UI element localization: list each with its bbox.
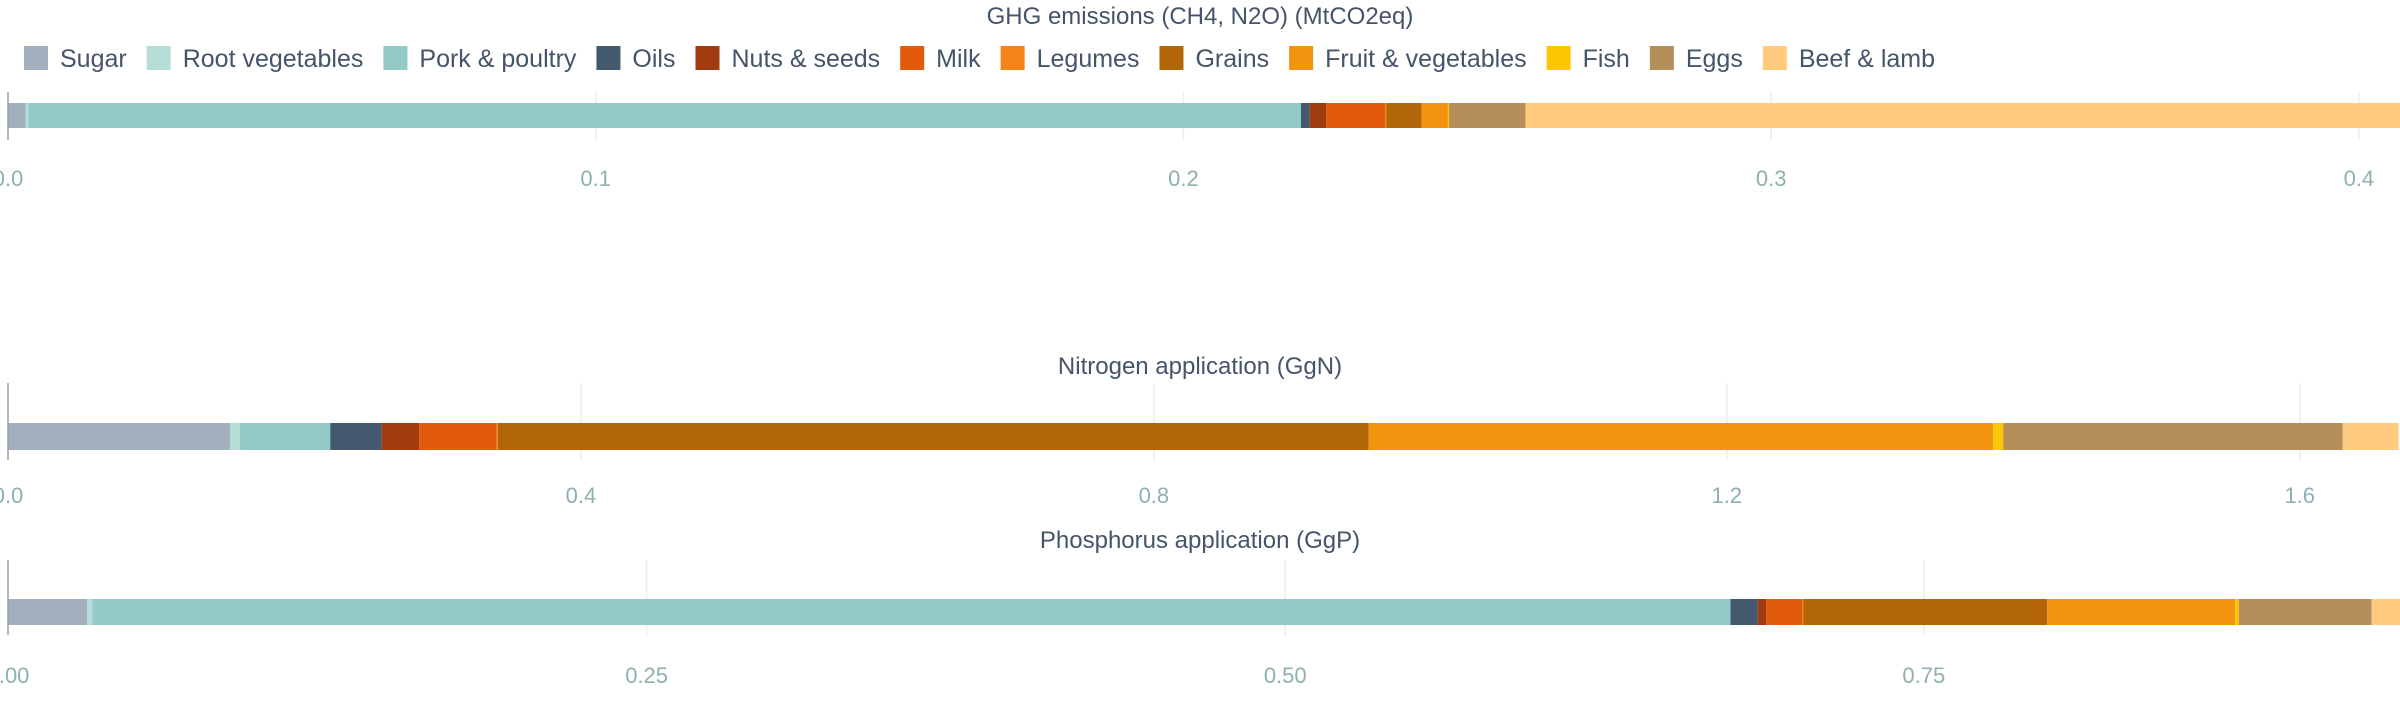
bar-segment-oils[interactable] bbox=[1300, 103, 1310, 128]
bar-segment-pork-and-poultry[interactable] bbox=[28, 103, 1301, 128]
legend-label: Fish bbox=[1583, 45, 1630, 73]
bar-segment-fruit-and-vegetables[interactable] bbox=[2047, 599, 2235, 625]
x-tick-label: 0.4 bbox=[2344, 166, 2375, 191]
legend-item-legumes[interactable]: Legumes bbox=[1000, 45, 1140, 73]
bar-segment-fish[interactable] bbox=[1993, 423, 2004, 450]
bar-segment-nuts-and-seeds[interactable] bbox=[1757, 599, 1767, 625]
bar-segment-pork-and-poultry[interactable] bbox=[240, 423, 331, 450]
legend-item-beef-and-lamb[interactable]: Beef & lamb bbox=[1762, 45, 1935, 73]
chart-panel-3: Phosphorus application (GgP) 0.00 0.25 0.50… bbox=[0, 527, 2400, 688]
bar-segment-nuts-and-seeds[interactable] bbox=[381, 423, 420, 450]
x-tick-label: 0.25 bbox=[625, 663, 668, 688]
legend-swatch bbox=[1000, 46, 1025, 70]
legend-swatch bbox=[383, 46, 408, 70]
x-tick-label: 1.2 bbox=[1712, 483, 1743, 508]
panel-title: Phosphorus application (GgP) bbox=[1040, 527, 1360, 554]
legend: Sugar Root vegetables Pork & poultry Oils Nu… bbox=[24, 45, 1935, 73]
legend-label: Pork & poultry bbox=[419, 45, 577, 73]
x-tick-label: 0.4 bbox=[566, 483, 597, 508]
legend-label: Eggs bbox=[1686, 45, 1743, 73]
legend-item-pork-and-poultry[interactable]: Pork & poultry bbox=[383, 45, 577, 73]
bar-segment-legumes[interactable] bbox=[1802, 599, 1804, 625]
bar-segment-pork-and-poultry[interactable] bbox=[92, 599, 1731, 625]
x-tick-label: 0.3 bbox=[1756, 166, 1787, 191]
x-tick-label: 1.6 bbox=[2284, 483, 2315, 508]
x-tick-label: 0.2 bbox=[1168, 166, 1199, 191]
legend-item-root-vegetables[interactable]: Root vegetables bbox=[146, 45, 364, 73]
bar-segment-root-vegetables[interactable] bbox=[87, 599, 93, 625]
legend-swatch bbox=[1159, 46, 1184, 70]
bar-segment-milk[interactable] bbox=[1766, 599, 1802, 625]
legend-item-fish[interactable]: Fish bbox=[1546, 45, 1630, 73]
legend-swatch bbox=[1289, 46, 1314, 70]
bar-segment-eggs[interactable] bbox=[2003, 423, 2343, 450]
legend-swatch bbox=[900, 46, 925, 70]
bar-segment-fruit-and-vegetables[interactable] bbox=[1421, 103, 1448, 128]
bar-segment-root-vegetables[interactable] bbox=[230, 423, 241, 450]
bar-segment-sugar[interactable] bbox=[8, 103, 26, 128]
bar-segment-legumes[interactable] bbox=[496, 423, 498, 450]
bar-segment-grains[interactable] bbox=[1386, 103, 1422, 128]
legend-item-milk[interactable]: Milk bbox=[900, 45, 981, 73]
legend-item-oils[interactable]: Oils bbox=[596, 45, 675, 73]
x-tick-label: 0.50 bbox=[1264, 663, 1307, 688]
legend-swatch bbox=[1649, 46, 1674, 70]
legend-item-sugar[interactable]: Sugar bbox=[24, 45, 127, 73]
legend-item-nuts-and-seeds[interactable]: Nuts & seeds bbox=[695, 45, 880, 73]
legend-label: Milk bbox=[936, 45, 981, 73]
panel-title: Nitrogen application (GgN) bbox=[1058, 353, 1342, 380]
legend-label: Oils bbox=[632, 45, 675, 73]
legend-swatch bbox=[24, 46, 48, 70]
chart-panels: GHG emissions (CH4, N2O) (MtCO2eq) 0.0 0.1… bbox=[0, 3, 2400, 688]
legend-label: Grains bbox=[1195, 45, 1269, 73]
bar-segment-grains[interactable] bbox=[497, 423, 1369, 450]
legend-swatch bbox=[1546, 46, 1571, 70]
chart-panel-2: Nitrogen application (GgN) 0.0 0.4 0.8 1.2 1.… bbox=[0, 353, 2399, 508]
bar-segment-oils[interactable] bbox=[1730, 599, 1758, 625]
bar-segment-beef-and-lamb[interactable] bbox=[2371, 599, 2400, 625]
legend-item-fruit-and-vegetables[interactable]: Fruit & vegetables bbox=[1289, 45, 1527, 73]
bar-segment-milk[interactable] bbox=[419, 423, 497, 450]
bar-segment-sugar[interactable] bbox=[8, 423, 231, 450]
bar-segment-fish[interactable] bbox=[1447, 103, 1450, 128]
legend-label: Beef & lamb bbox=[1799, 45, 1935, 73]
x-tick-label: 0.00 bbox=[0, 663, 29, 688]
bar-segment-grains[interactable] bbox=[1803, 599, 2048, 625]
bar-segment-nuts-and-seeds[interactable] bbox=[1309, 103, 1327, 128]
x-tick-label: 0.8 bbox=[1139, 483, 1170, 508]
bar-segment-fruit-and-vegetables[interactable] bbox=[1368, 423, 1994, 450]
legend-label: Legumes bbox=[1037, 45, 1140, 73]
x-tick-label: 0.0 bbox=[0, 166, 23, 191]
bar-segment-eggs[interactable] bbox=[2238, 599, 2372, 625]
legend-swatch bbox=[146, 46, 171, 70]
bar-segment-beef-and-lamb[interactable] bbox=[2342, 423, 2399, 450]
legend-swatch bbox=[596, 46, 621, 70]
bar-segment-sugar[interactable] bbox=[8, 599, 88, 625]
bar-segment-legumes[interactable] bbox=[1385, 103, 1387, 128]
legend-label: Root vegetables bbox=[183, 45, 364, 73]
legend-label: Sugar bbox=[60, 45, 127, 73]
x-tick-label: 0.0 bbox=[0, 483, 23, 508]
chart-panel-1: GHG emissions (CH4, N2O) (MtCO2eq) 0.0 0.1… bbox=[0, 3, 2400, 191]
bar-segment-oils[interactable] bbox=[330, 423, 382, 450]
bar-segment-beef-and-lamb[interactable] bbox=[1525, 103, 2400, 128]
legend-item-eggs[interactable]: Eggs bbox=[1649, 45, 1743, 73]
legend-swatch bbox=[1762, 46, 1787, 70]
legend-item-grains[interactable]: Grains bbox=[1159, 45, 1269, 73]
bar-segment-root-vegetables[interactable] bbox=[25, 103, 29, 128]
legend-label: Nuts & seeds bbox=[731, 45, 880, 73]
x-tick-label: 0.1 bbox=[580, 166, 611, 191]
legend-label: Fruit & vegetables bbox=[1325, 45, 1527, 73]
bar-segment-eggs[interactable] bbox=[1449, 103, 1526, 128]
bar-segment-milk[interactable] bbox=[1326, 103, 1386, 128]
bar-segment-fish[interactable] bbox=[2234, 599, 2239, 625]
legend-swatch bbox=[695, 46, 720, 70]
x-tick-label: 0.75 bbox=[1902, 663, 1945, 688]
panel-title: GHG emissions (CH4, N2O) (MtCO2eq) bbox=[987, 3, 1414, 30]
